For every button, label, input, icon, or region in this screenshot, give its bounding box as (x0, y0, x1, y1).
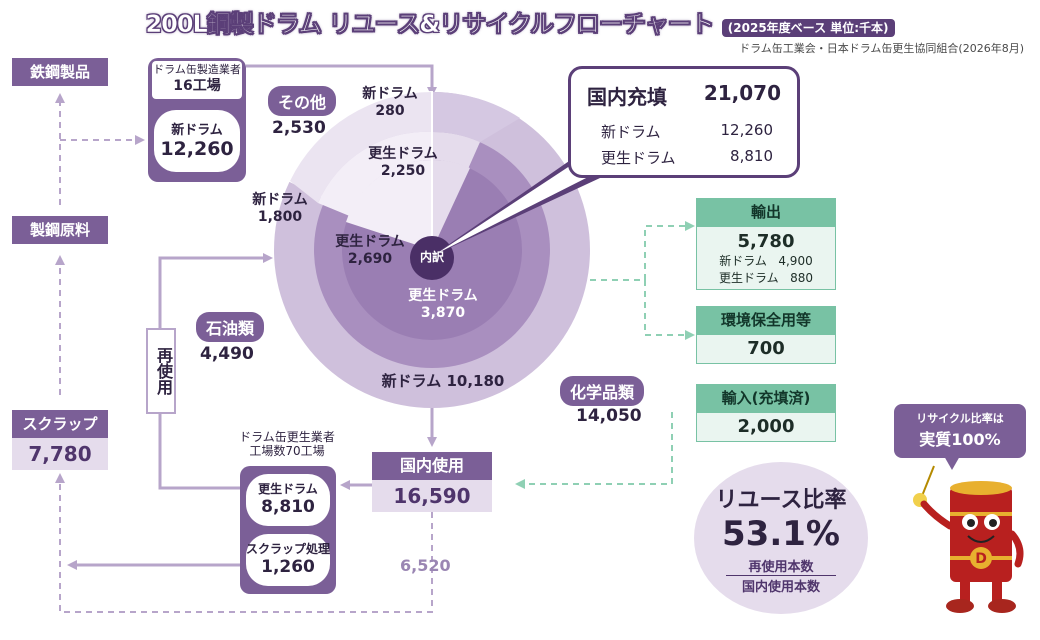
pie-center (410, 236, 454, 280)
manufacturer-header: ドラム缶製造業者 16工場 (152, 61, 242, 99)
reuse-ratio-label: リユース比率 (715, 488, 847, 513)
category-chemical-value: 14,050 (576, 406, 642, 426)
arrow-import-to-use (515, 412, 673, 489)
arrow-to-export (644, 221, 695, 280)
domestic-fill-value: 21,070 (703, 81, 781, 105)
reuse-label: 再使用 (146, 328, 176, 414)
domestic-use-label: 国内使用 (372, 452, 492, 480)
category-other: その他 (268, 86, 337, 116)
mascot-drum: D (913, 456, 1024, 613)
reuse-ratio-denominator: 国内使用本数 (741, 580, 820, 595)
export-box: 5,780 新ドラム 4,900 更生ドラム 880 (696, 226, 836, 290)
scrap-flow-value: 6,520 (400, 556, 451, 575)
export-new: 新ドラム 4,900 (719, 254, 813, 268)
mascot-badge: D (975, 551, 987, 567)
category-oil: 石油類 (196, 312, 265, 342)
import-value: 2,000 (696, 412, 836, 442)
reconditioner-recond-drum: 更生ドラム 8,810 (246, 474, 330, 526)
other-new: 新ドラム 280 (362, 86, 418, 119)
domestic-fill-callout: 国内充填 21,070 新ドラム 12,260 更生ドラム 8,810 (568, 66, 800, 178)
domestic-fill-re-label: 更生ドラム (601, 149, 676, 167)
arrow-use-to-scrap (55, 473, 433, 613)
export-recond: 更生ドラム 880 (719, 271, 813, 285)
other-recond: 更生ドラム 2,250 (368, 146, 438, 179)
category-chemical: 化学品類 (560, 376, 645, 406)
arrow-manufacturer-to-fill (246, 64, 437, 97)
category-other-value: 2,530 (272, 118, 326, 138)
reconditioner-scrap: スクラップ処理 1,260 (246, 534, 330, 586)
domestic-fill-new-value: 12,260 (720, 121, 774, 139)
oil-recond: 更生ドラム 2,690 (335, 234, 405, 267)
scrap-label: スクラップ (12, 410, 108, 438)
chem-new: 新ドラム 10,180 (381, 372, 505, 390)
oil-new: 新ドラム 1,800 (252, 192, 308, 225)
env-label: 環境保全用等 (696, 306, 836, 334)
pie-center-label: 内訳 (419, 250, 444, 264)
page-title: 200L鋼製ドラム リユース&リサイクルフローチャート (2025年度ベース 単位… (0, 4, 1040, 39)
reuse-ratio-value: 53.1% (722, 514, 840, 554)
reuse-ratio-circle: リユース比率 53.1% 再使用本数 国内使用本数 (694, 462, 868, 614)
manufacturer-drum: ドラム缶製造業者 16工場 新ドラム 12,260 (148, 58, 246, 182)
export-label: 輸出 (696, 198, 836, 226)
source-note: ドラム缶工業会・日本ドラム缶更生協同組合(2026年8月) (739, 42, 1024, 55)
domestic-use-value: 16,590 (372, 480, 492, 512)
import-label: 輸入(充填済) (696, 384, 836, 412)
mascot-bubble: リサイクル比率は 実質100% (894, 404, 1026, 458)
domestic-fill-re-value: 8,810 (730, 147, 773, 165)
domestic-fill-label: 国内充填 (587, 85, 667, 109)
reuse-ratio-numerator: 再使用本数 (726, 556, 836, 576)
reconditioner-header: ドラム缶更生業者 工場数70工場 (239, 430, 335, 459)
reconditioner-drum: 更生ドラム 8,810 スクラップ処理 1,260 (240, 466, 336, 594)
breakdown-pie (274, 90, 600, 408)
manufacturer-new-drum: 新ドラム 12,260 (154, 110, 240, 172)
domestic-fill-new-label: 新ドラム (601, 123, 661, 141)
steel-raw-label: 製鋼原料 (12, 216, 108, 244)
env-value: 700 (696, 334, 836, 364)
scrap-value: 7,780 (12, 438, 108, 470)
steel-products-label: 鉄鋼製品 (12, 58, 108, 86)
arrow-to-env (644, 280, 695, 340)
chem-recond: 更生ドラム 3,870 (408, 288, 478, 321)
category-oil-value: 4,490 (200, 344, 254, 364)
